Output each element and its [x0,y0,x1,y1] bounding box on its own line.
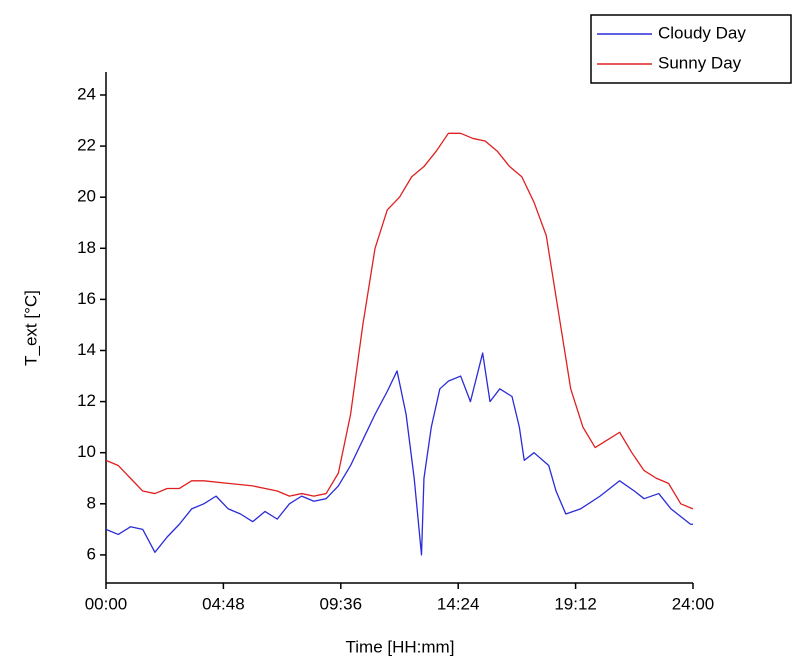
x-axis-label: Time [HH:mm] [346,637,455,656]
y-tick-label: 20 [77,187,96,206]
y-tick-label: 16 [77,289,96,308]
x-tick-label: 14:24 [437,594,480,613]
y-axis-label: T_ext [°C] [21,290,40,366]
x-tick-label: 00:00 [85,594,128,613]
x-tick-label: 24:00 [672,594,715,613]
y-tick-label: 18 [77,238,96,257]
data-line [105,132,694,510]
y-tick-label: 22 [77,136,96,155]
legend-label: Cloudy Day [658,23,746,42]
y-tick-label: 14 [77,340,96,359]
x-tick-label: 19:12 [554,594,597,613]
y-tick-label: 12 [77,391,96,410]
y-tick-label: 24 [77,84,96,103]
x-tick-label: 04:48 [202,594,245,613]
legend-label: Sunny Day [658,53,742,72]
y-tick-label: 10 [77,442,96,461]
y-tick-label: 6 [87,544,96,563]
data-line [105,352,693,556]
legend [590,14,792,84]
x-tick-label: 09:36 [320,594,363,613]
y-tick-label: 8 [87,493,96,512]
